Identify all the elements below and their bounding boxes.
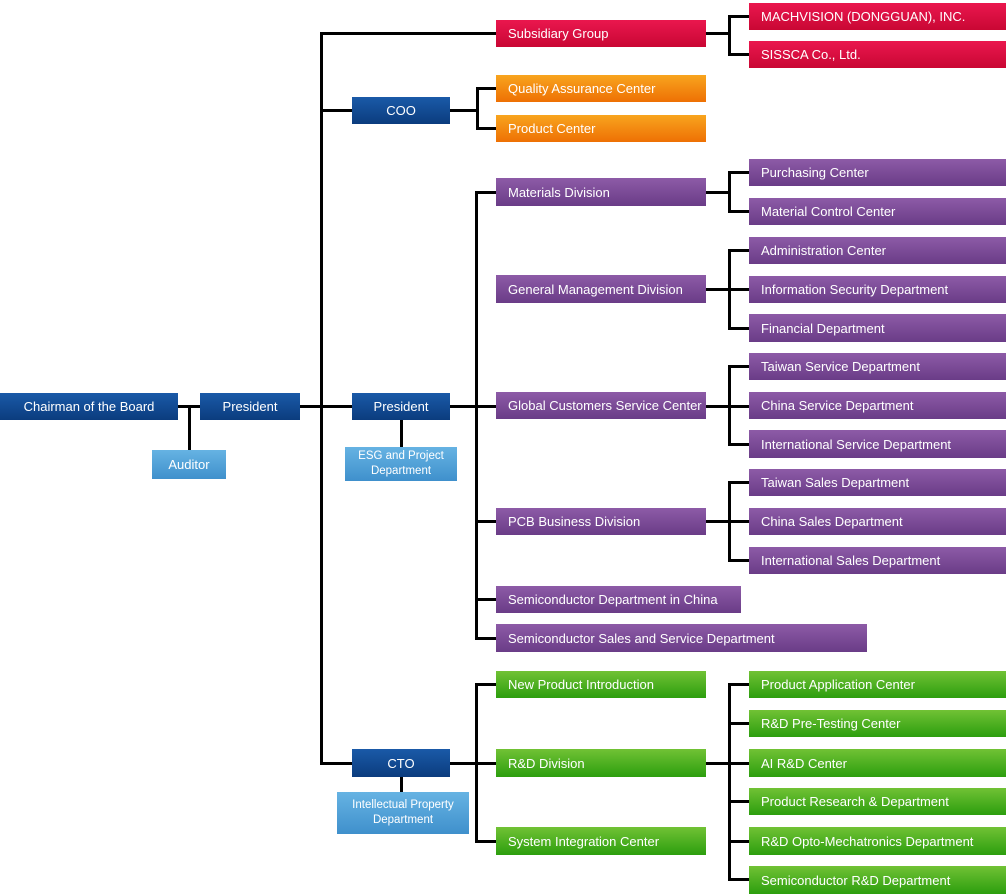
connector-line xyxy=(728,481,749,484)
connector-line xyxy=(728,365,749,368)
connector-line xyxy=(450,762,496,765)
connector-line xyxy=(188,405,191,450)
connector-line xyxy=(476,87,496,90)
org-node-rd-pre-testing-center: R&D Pre-Testing Center xyxy=(749,710,1006,737)
org-node-general-management-division: General Management Division xyxy=(496,275,706,303)
connector-line xyxy=(475,191,478,640)
connector-line xyxy=(475,520,496,523)
connector-line xyxy=(728,15,731,56)
org-node-product-center: Product Center xyxy=(496,115,706,142)
connector-line xyxy=(728,443,749,446)
org-node-semiconductor-sales-and-service: Semiconductor Sales and Service Departme… xyxy=(496,624,867,652)
connector-line xyxy=(728,210,749,213)
org-node-auditor: Auditor xyxy=(152,450,226,479)
connector-line xyxy=(728,683,731,881)
connector-line xyxy=(320,32,496,35)
org-node-president-2: President xyxy=(352,393,450,420)
connector-line xyxy=(728,520,749,523)
connector-line xyxy=(706,32,731,35)
connector-line xyxy=(728,762,749,765)
connector-line xyxy=(320,32,323,765)
org-node-intellectual-property-department: Intellectual Property Department xyxy=(337,792,469,834)
connector-line xyxy=(728,249,749,252)
org-node-subsidiary-group: Subsidiary Group xyxy=(496,20,706,47)
connector-line xyxy=(300,405,323,408)
org-node-new-product-introduction: New Product Introduction xyxy=(496,671,706,698)
org-node-ai-rd-center: AI R&D Center xyxy=(749,749,1006,777)
connector-line xyxy=(728,840,749,843)
connector-line xyxy=(706,191,731,194)
org-node-china-service-department: China Service Department xyxy=(749,392,1006,419)
org-node-sissca: SISSCA Co., Ltd. xyxy=(749,41,1006,68)
connector-line xyxy=(476,127,496,130)
org-node-international-sales-department: International Sales Department xyxy=(749,547,1006,574)
connector-line xyxy=(475,191,496,194)
org-node-financial-department: Financial Department xyxy=(749,314,1006,342)
connector-line xyxy=(728,171,749,174)
connector-line xyxy=(728,171,731,213)
connector-line xyxy=(728,327,749,330)
connector-line xyxy=(728,559,749,562)
org-node-rd-opto-mechatronics-department: R&D Opto-Mechatronics Department xyxy=(749,827,1006,855)
connector-line xyxy=(728,405,749,408)
org-node-quality-assurance-center: Quality Assurance Center xyxy=(496,75,706,102)
org-node-rd-division: R&D Division xyxy=(496,749,706,777)
org-node-materials-division: Materials Division xyxy=(496,178,706,206)
org-node-system-integration-center: System Integration Center xyxy=(496,827,706,855)
org-node-information-security-department: Information Security Department xyxy=(749,276,1006,303)
org-node-product-research-department: Product Research & Department xyxy=(749,788,1006,815)
connector-line xyxy=(475,840,496,843)
connector-line xyxy=(728,878,749,881)
connector-line xyxy=(728,288,749,291)
connector-line xyxy=(475,683,478,843)
connector-line xyxy=(706,520,731,523)
connector-line xyxy=(450,109,479,112)
org-node-material-control-center: Material Control Center xyxy=(749,198,1006,225)
connector-line xyxy=(728,722,749,725)
connector-line xyxy=(728,683,749,686)
org-node-president-1: President xyxy=(200,393,300,420)
org-node-semiconductor-rd-department: Semiconductor R&D Department xyxy=(749,866,1006,894)
connector-line xyxy=(475,683,496,686)
connector-line xyxy=(320,109,355,112)
connector-line xyxy=(706,405,731,408)
org-node-cto: CTO xyxy=(352,749,450,777)
org-node-coo: COO xyxy=(352,97,450,124)
org-node-global-customers-service-center: Global Customers Service Center xyxy=(496,392,706,419)
connector-line xyxy=(320,762,355,765)
connector-line xyxy=(476,87,479,130)
org-node-administration-center: Administration Center xyxy=(749,237,1006,264)
connector-line xyxy=(706,288,731,291)
connector-line xyxy=(728,15,749,18)
connector-line xyxy=(320,405,355,408)
org-node-international-service-department: International Service Department xyxy=(749,430,1006,458)
connector-line xyxy=(450,405,496,408)
org-node-taiwan-service-department: Taiwan Service Department xyxy=(749,353,1006,380)
org-node-china-sales-department: China Sales Department xyxy=(749,508,1006,535)
org-node-product-application-center: Product Application Center xyxy=(749,671,1006,698)
connector-line xyxy=(475,637,496,640)
org-node-purchasing-center: Purchasing Center xyxy=(749,159,1006,186)
connector-line xyxy=(728,800,749,803)
org-node-chairman: Chairman of the Board xyxy=(0,393,178,420)
org-node-taiwan-sales-department: Taiwan Sales Department xyxy=(749,469,1006,496)
org-node-pcb-business-division: PCB Business Division xyxy=(496,508,706,535)
connector-line xyxy=(728,53,749,56)
org-node-esg-project-department: ESG and Project Department xyxy=(345,447,457,481)
connector-line xyxy=(400,420,403,447)
connector-line xyxy=(400,777,403,792)
org-node-semiconductor-department-in-china: Semiconductor Department in China xyxy=(496,586,741,613)
connector-line xyxy=(706,762,731,765)
connector-line xyxy=(475,598,496,601)
org-node-machvision-dongguan: MACHVISION (DONGGUAN), INC. xyxy=(749,3,1006,30)
